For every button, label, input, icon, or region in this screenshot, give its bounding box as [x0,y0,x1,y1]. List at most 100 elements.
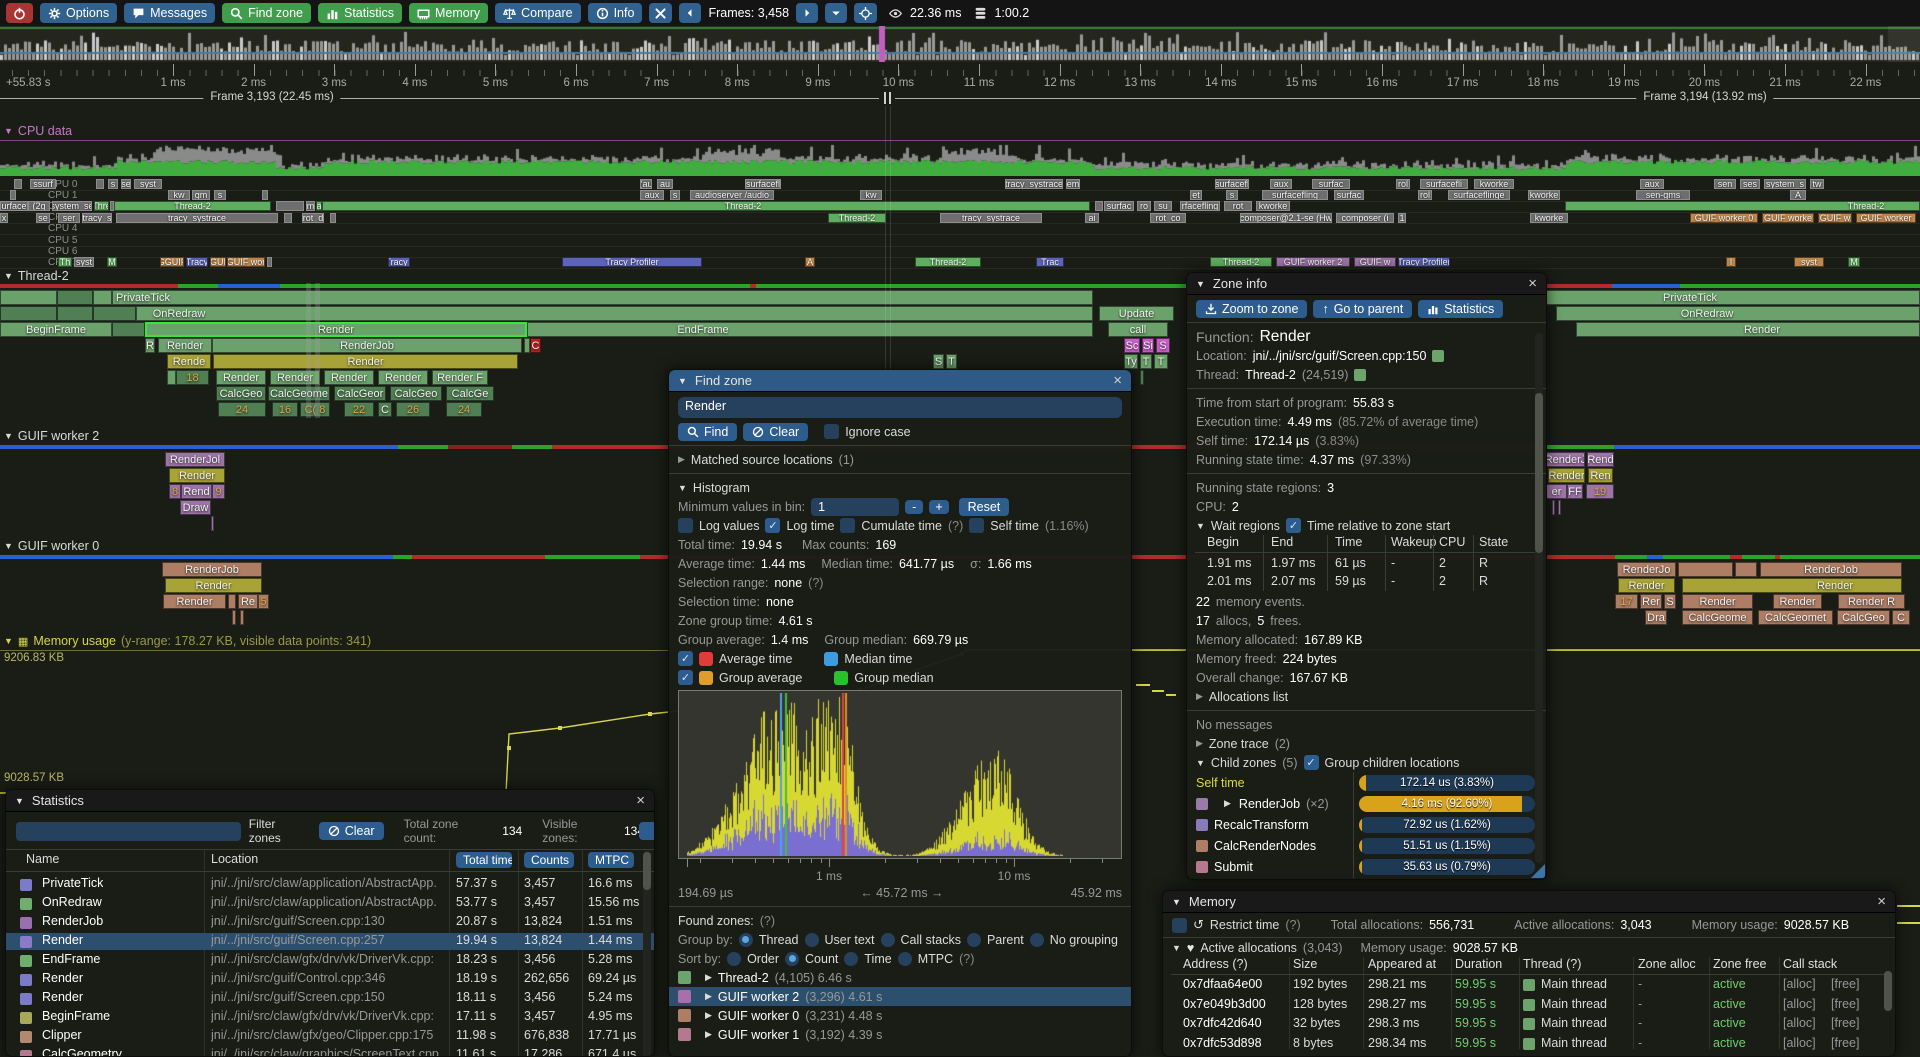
zone[interactable] [211,516,214,531]
stats-sort-pill-1[interactable]: Counts [524,852,574,868]
zone-guif-worker-0[interactable]: GUIF worker 0 [1690,212,1758,223]
zone-gm[interactable]: gm [192,190,210,201]
zone[interactable] [96,179,104,189]
zone-26[interactable]: 26 [396,402,430,417]
zone-render[interactable]: Render [158,338,212,353]
zone-syst[interactable]: syst [134,179,162,189]
zone-sen-gms[interactable]: sen-gms [1636,190,1690,201]
zone-aux[interactable]: aux [1640,179,1664,189]
memory-callstack-free[interactable]: [free] [1831,996,1860,1011]
zone-guif-wor[interactable]: GUIF wor [227,257,265,268]
zone-tracy[interactable]: Tracy [186,257,208,268]
zone-onredraw[interactable]: OnRedraw [136,306,1093,321]
zone-privatetick[interactable]: PrivateTick [1546,290,1920,305]
zone[interactable] [1735,562,1757,577]
zone-r[interactable]: R [145,338,155,353]
zone[interactable] [112,322,145,337]
matched-source-locations-label[interactable]: Matched source locations [690,452,833,467]
group-by-radio-call-stacks[interactable] [880,932,895,947]
zone-kworke[interactable]: kworke [1530,212,1568,223]
go-to-parent-button[interactable]: ↑ Go to parent [1313,299,1413,318]
stats-row-render[interactable]: Render jni/../jni/src/guif/Control.cpp:34… [6,971,654,988]
zone-thread-2[interactable]: Thread-2 [1210,257,1272,268]
guif-worker-0-header[interactable]: ▼ GUIF worker 0 [4,539,100,553]
zone-surfacefl[interactable]: surfacefl [745,179,781,189]
memory-callstack-alloc[interactable]: [alloc] [1783,977,1816,991]
zone-aux[interactable]: aux [1270,179,1292,189]
zone-render[interactable]: Render [378,370,428,385]
focus-frame-button[interactable] [854,3,878,23]
zone-m[interactable]: M [107,257,117,268]
zone-se[interactable]: se [36,212,50,223]
zone-gguif[interactable]: GGUIF [160,257,184,268]
zone-em[interactable]: em [1066,179,1080,189]
zone-kw[interactable]: kw [168,190,190,201]
zone-guif-worker[interactable]: GUIF worker [1856,212,1916,223]
zone[interactable] [262,190,268,201]
close-icon[interactable]: × [1528,275,1537,292]
memory-col-size[interactable]: Size [1293,957,1318,971]
zone-kw[interactable]: kw [860,190,882,201]
zone[interactable] [1678,562,1733,577]
zone-onredraw[interactable]: OnRedraw [1556,306,1920,321]
scrollbar-thumb[interactable] [1884,971,1892,1011]
zone-c[interactable]: C [530,338,541,353]
zone-rot[interactable]: rot [1224,201,1252,212]
active-allocations-label[interactable]: Active allocations [1200,940,1297,955]
zone-19[interactable]: 19 [1586,484,1614,499]
child-zones-label[interactable]: Child zones [1210,755,1277,770]
zone-a[interactable]: A [805,257,815,268]
found-group-thread-2[interactable]: ▶ Thread-2 (4,105) 6.46 s [669,968,1131,987]
zone-aux[interactable]: aux [640,190,664,201]
zone-trac[interactable]: Trac [1036,257,1064,268]
zone-rfacefling[interactable]: rfacefling [1180,201,1220,212]
clear-filter-button[interactable]: Clear [318,822,384,840]
histogram-plot[interactable] [678,690,1122,859]
zone-x[interactable]: x [0,212,8,223]
log-values-checkbox[interactable] [678,518,693,533]
zone-l[interactable]: l [1726,257,1736,268]
guif-worker-2-header[interactable]: ▼ GUIF worker 2 [4,429,100,443]
collapse-triangle-icon[interactable]: ▼ [1172,896,1181,907]
zone[interactable] [1558,500,1561,515]
frame-list-button[interactable] [825,3,848,23]
legend-checkbox[interactable]: ✓ [678,651,693,666]
zone-5[interactable]: 5 [258,594,269,609]
memory-col-zone-alloc[interactable]: Zone alloc [1638,957,1696,971]
expand-triangle-icon[interactable]: ▶ [1196,691,1203,701]
zone-audioserver-audio[interactable]: audioserver /audio [690,190,774,201]
zone-system-s[interactable]: system_s [1764,179,1806,189]
zone-call[interactable]: call [1108,322,1168,337]
cpu-usage-graph[interactable] [0,142,1920,176]
zone-tracy-i[interactable]: Tracy I [388,257,410,268]
memory-callstack-alloc[interactable]: [alloc] [1783,1016,1816,1030]
group-children-checkbox[interactable]: ✓ [1303,755,1319,770]
zone-s[interactable]: s [108,179,118,189]
zone-t[interactable]: T [1154,354,1168,369]
wait-row-1[interactable]: 2.01 ms 2.07 ms 59 µs - 2 R [1187,574,1546,591]
zone-renderjol[interactable]: RenderJol [165,452,225,467]
prev-frame-button[interactable] [679,3,702,23]
stats-row-render[interactable]: Render jni/../jni/src/guif/Screen.cpp:150… [6,990,654,1007]
collapse-triangle-icon[interactable]: ▼ [678,375,687,386]
resize-grip[interactable] [1531,864,1545,878]
zone[interactable] [167,370,176,385]
zone-render[interactable]: Render [1682,578,1902,593]
zone-tracy-s[interactable]: tracy_s [82,212,112,223]
collapse-triangle-icon[interactable]: ▼ [15,795,24,806]
zone-render[interactable]: Render [1682,594,1753,609]
zone-rol[interactable]: rol [1396,179,1410,189]
zone-render[interactable]: Render [165,578,262,593]
zone-guif-w[interactable]: GUIF w [1818,212,1852,223]
zone-render[interactable]: Render [1576,322,1920,337]
zone-calcgeor[interactable]: CalcGeor [334,386,386,401]
child-zone-self-time[interactable]: Self time 172.14 us (3.83%) [1187,772,1546,793]
find-zone-window-titlebar[interactable]: ▼ Find zone × [669,370,1131,392]
group-by-radio-thread[interactable] [738,932,753,947]
zone-t[interactable]: T [946,354,957,369]
zone-tracy-systrace[interactable]: tracy_systrace [940,212,1042,223]
zone-m[interactable]: M [1848,257,1860,268]
zone-se[interactable]: se [121,179,131,189]
thread-2-header[interactable]: ▼ Thread-2 [4,269,69,283]
zone[interactable] [0,306,57,321]
